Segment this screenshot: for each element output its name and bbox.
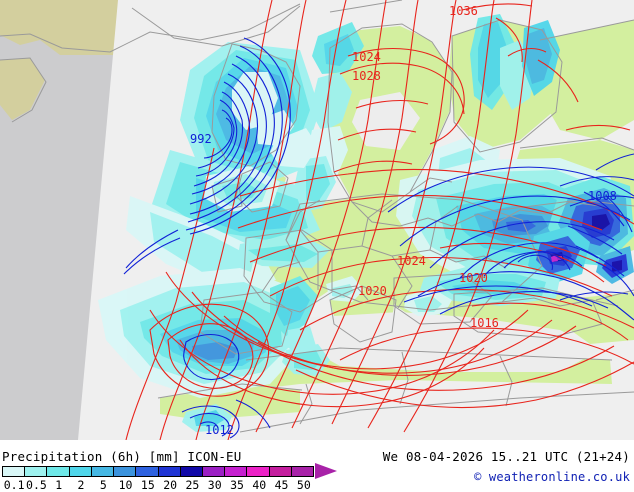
legend-tick: 40 [252, 478, 267, 492]
legend-tick: 45 [274, 478, 289, 492]
legend-tick: 5 [99, 478, 107, 492]
legend-tick: 2 [77, 478, 85, 492]
isobar-labels: 1036 1024 1028 992 1008 1024 1020 1020 1… [190, 4, 617, 437]
precip-iceland-low [126, 42, 320, 290]
isobar-label: 1008 [588, 189, 617, 203]
isobar-label: 1012 [205, 423, 234, 437]
legend-swatch [91, 467, 115, 476]
legend-tick: 1 [55, 478, 63, 492]
isobar-label: 1020 [358, 284, 387, 298]
europe-precipitation-map[interactable]: 1036 1024 1028 992 1008 1024 1020 1020 1… [0, 0, 634, 440]
legend-tick: 15 [140, 478, 155, 492]
legend-swatch [291, 467, 314, 476]
isobars-high [125, 0, 634, 440]
legend-tick-labels: 0.1 0.5 1 2 5 10 15 20 25 30 35 40 45 50 [2, 478, 332, 492]
precip-alps [326, 276, 364, 302]
legend-swatches [2, 466, 314, 477]
legend-overflow-arrow-icon [315, 463, 337, 479]
coastlines-and-borders [0, 0, 634, 433]
isobars-low [123, 37, 634, 439]
legend-swatch [3, 467, 26, 476]
legend-tick: 50 [296, 478, 311, 492]
isobar-label: 1020 [459, 271, 488, 285]
map-canvas: 1036 1024 1028 992 1008 1024 1020 1020 1… [0, 0, 634, 440]
legend-swatch [25, 467, 48, 476]
legend-tick: 0.1 [3, 478, 25, 492]
legend-tick: 20 [163, 478, 178, 492]
legend-tick: 35 [230, 478, 244, 492]
copyright-notice: © weatheronline.co.uk [474, 470, 630, 484]
isobar-label: 992 [190, 132, 212, 146]
legend-colour-bar[interactable]: 0.1 0.5 1 2 5 10 15 20 25 30 35 40 45 50 [2, 463, 337, 492]
isobar-label: 1016 [470, 316, 499, 330]
legend-swatch [69, 467, 92, 476]
legend-tick: 10 [118, 478, 133, 492]
isobar-label: 1028 [352, 69, 381, 83]
legend-swatch [202, 467, 226, 476]
legend-swatch [136, 467, 159, 476]
legend-swatch [114, 467, 137, 476]
legend-swatch [225, 467, 248, 476]
legend-swatch [269, 467, 292, 476]
legend-swatch [247, 467, 270, 476]
isobar-label: 1024 [397, 254, 426, 268]
legend-tick: 0.5 [26, 478, 47, 492]
valid-time-stamp: We 08-04-2026 15..21 UTC (21+24) [382, 449, 630, 464]
legend-tick: 30 [207, 478, 222, 492]
isobar-label: 1036 [449, 4, 478, 18]
legend-swatch [180, 467, 203, 476]
legend-swatch [47, 467, 70, 476]
product-title: Precipitation (6h) [mm] ICON-EU [2, 449, 242, 464]
isobar-label: 1024 [352, 50, 381, 64]
legend-tick: 25 [185, 478, 200, 492]
legend-swatch [158, 467, 181, 476]
footer-bar: Precipitation (6h) [mm] ICON-EU We 08-04… [0, 440, 634, 492]
